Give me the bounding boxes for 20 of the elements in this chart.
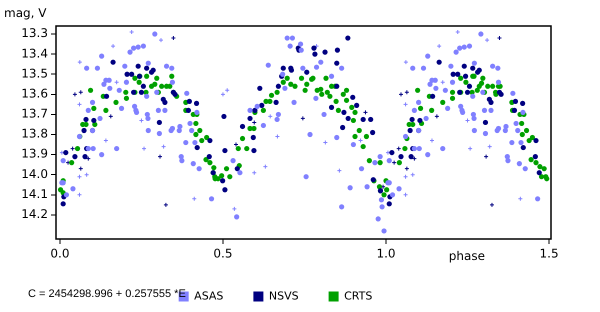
y-tick-label: 13.4 [21,46,48,60]
y-tick-label: 13.3 [21,26,48,40]
legend-label: ASAS [194,289,224,302]
y-axis-title: mag, V [4,6,48,20]
legend-label: NSVS [268,289,299,302]
y-tick-label: 13.9 [21,146,48,161]
x-tick-label: 1.5 [539,246,559,260]
x-tick-label: 1.0 [376,246,396,260]
legend-label: CRTS [344,289,372,302]
y-tick-label: 13.7 [21,106,48,121]
y-tick-label: 13.5 [21,66,48,80]
x-tick-label: 0.0 [50,246,70,260]
x-tick-label: 0.5 [213,246,233,260]
y-tick-label: 13.6 [21,86,48,100]
y-tick-label: 14.2 [21,207,48,222]
y-tick-label: 13.8 [21,126,48,141]
x-axis-title: phase [448,249,485,264]
y-tick-label: 14.1 [21,186,48,201]
text: C = 2454298.996 + 0.257555 *E [28,288,186,300]
y-tick-label: 14.0 [21,166,48,181]
